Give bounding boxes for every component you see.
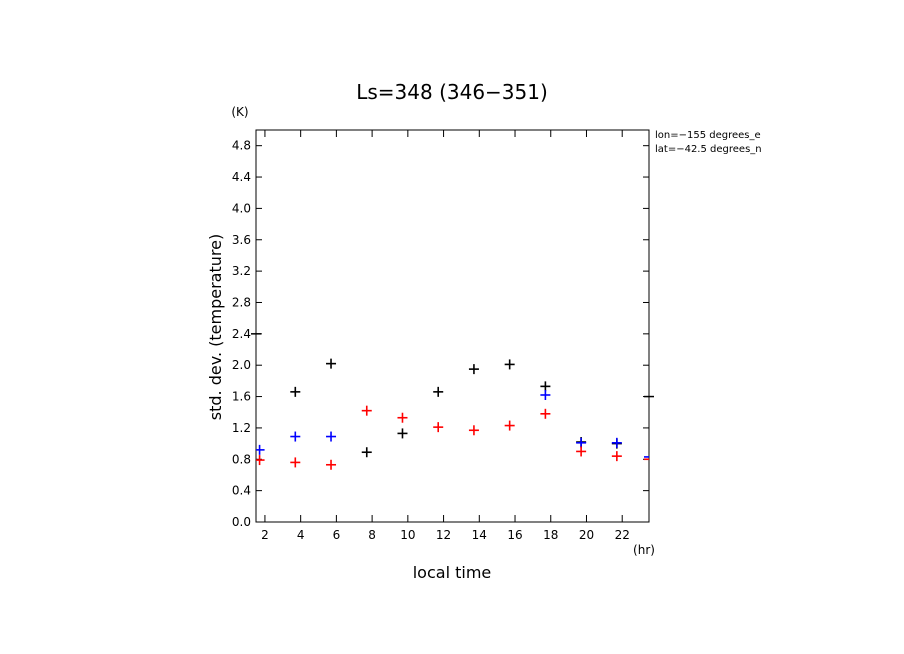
- y-tick-label: 2.0: [232, 358, 251, 372]
- data-point: [540, 408, 551, 419]
- y-tick-label: 4.0: [232, 201, 251, 215]
- y-tick-label: 4.8: [232, 139, 251, 153]
- data-points: [256, 358, 649, 470]
- plot-frame: [255, 129, 650, 523]
- x-tick-label: 14: [472, 528, 487, 542]
- y-tick-label: 3.2: [232, 264, 251, 278]
- data-point: [540, 381, 551, 392]
- y-axis-title: std. dev. (temperature): [206, 234, 225, 420]
- x-tick-label: 20: [579, 528, 594, 542]
- x-tick-label: 6: [333, 528, 341, 542]
- data-point: [468, 425, 479, 436]
- data-point: [290, 431, 301, 442]
- data-point: [256, 444, 265, 455]
- data-point: [290, 457, 301, 468]
- data-point: [540, 389, 551, 400]
- y-tick-label: 2.8: [232, 295, 251, 309]
- x-axis: 2 4 6 8 10 12 14 16 18 20 22: [261, 130, 630, 542]
- y-tick-label: 4.4: [232, 170, 251, 184]
- edge-marks: [251, 333, 654, 398]
- data-point: [433, 386, 444, 397]
- data-point: [504, 420, 515, 431]
- x-tick-label: 2: [261, 528, 269, 542]
- data-point: [504, 359, 515, 370]
- x-tick-label: 18: [543, 528, 558, 542]
- y-tick-label: 2.4: [232, 327, 251, 341]
- y-tick-label: 1.2: [232, 421, 251, 435]
- data-point: [397, 428, 408, 439]
- data-point: [361, 447, 372, 458]
- series-1: [256, 389, 649, 458]
- y-axis: 0.0 0.4 0.8 1.2 1.6 2.0 2.4 2.8 3.2 3.6 4.0 4.4 4.8: [232, 139, 649, 529]
- annotation-lat: lat=−42.5 degrees_n: [655, 144, 762, 155]
- data-point: [611, 437, 622, 448]
- data-point: [576, 446, 587, 457]
- data-point: [256, 455, 265, 466]
- data-point: [326, 358, 337, 369]
- data-point: [326, 431, 337, 442]
- data-point: [290, 386, 301, 397]
- data-point: [576, 437, 587, 448]
- data-point: [397, 412, 408, 423]
- y-tick-label: 3.6: [232, 233, 251, 247]
- series-2: [256, 405, 649, 470]
- x-unit-label: (hr): [633, 543, 655, 557]
- y-tick-label: 0.8: [232, 452, 251, 466]
- series-0: [290, 358, 622, 458]
- y-tick-label: 1.6: [232, 390, 251, 404]
- x-tick-label: 4: [297, 528, 305, 542]
- x-tick-label: 10: [400, 528, 415, 542]
- x-tick-label: 16: [507, 528, 522, 542]
- data-point: [468, 364, 479, 375]
- data-point: [361, 405, 372, 416]
- y-tick-label: 0.4: [232, 484, 251, 498]
- chart-title: Ls=348 (346−351): [356, 80, 548, 104]
- data-point: [326, 459, 337, 470]
- x-tick-label: 12: [436, 528, 451, 542]
- x-axis-title: local time: [413, 563, 492, 582]
- data-point: [433, 422, 444, 433]
- data-point: [611, 451, 622, 462]
- x-tick-label: 22: [615, 528, 630, 542]
- y-unit-label: (K): [231, 105, 248, 119]
- y-tick-label: 0.0: [232, 515, 251, 529]
- x-tick-label: 8: [368, 528, 376, 542]
- annotation-lon: lon=−155 degrees_e: [655, 130, 761, 141]
